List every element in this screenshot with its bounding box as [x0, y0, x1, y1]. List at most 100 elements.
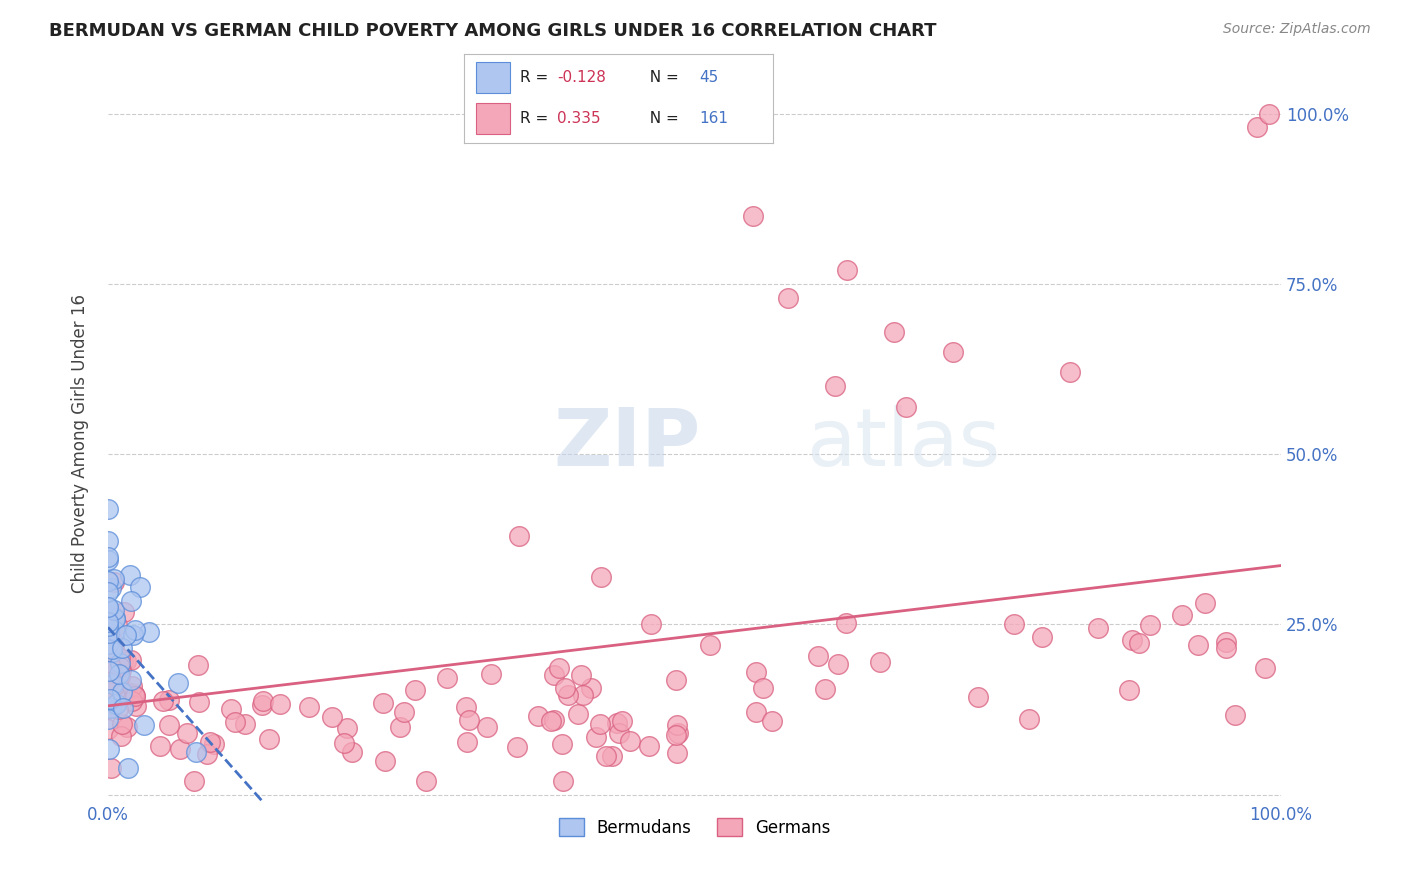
Point — [97, 679, 120, 693]
Text: 161: 161 — [699, 112, 728, 126]
Point — [269, 698, 291, 712]
Point — [436, 671, 458, 685]
Text: N =: N = — [640, 70, 683, 85]
Text: -0.128: -0.128 — [557, 70, 606, 85]
Point — [609, 726, 631, 740]
Point — [107, 665, 129, 679]
Point — [98, 695, 121, 709]
Point — [1253, 660, 1275, 674]
Point — [98, 657, 121, 671]
Point — [101, 645, 124, 659]
Point — [97, 585, 120, 599]
Point — [176, 726, 198, 740]
Point — [97, 602, 120, 616]
Text: 45: 45 — [699, 70, 718, 85]
Point — [371, 696, 394, 710]
Point — [579, 681, 602, 695]
Point — [1258, 106, 1281, 120]
Point — [257, 731, 280, 746]
Point — [195, 747, 218, 761]
Point — [475, 720, 498, 734]
Point — [1187, 639, 1209, 653]
Point — [404, 682, 426, 697]
Point — [98, 665, 121, 680]
Point — [100, 581, 122, 595]
Point — [97, 667, 120, 681]
Point — [111, 717, 134, 731]
Point — [97, 533, 120, 548]
Point — [157, 692, 180, 706]
Point — [1118, 683, 1140, 698]
Point — [110, 659, 132, 673]
Point — [188, 695, 211, 709]
Point — [571, 688, 593, 702]
Point — [1215, 634, 1237, 648]
Point — [105, 618, 128, 632]
Point — [1225, 708, 1247, 723]
Point — [640, 616, 662, 631]
Point — [112, 606, 135, 620]
Point — [699, 638, 721, 652]
Point — [97, 722, 120, 736]
Text: R =: R = — [520, 70, 553, 85]
Point — [778, 291, 800, 305]
Point — [97, 615, 120, 630]
Point — [297, 700, 319, 714]
Point — [120, 673, 142, 687]
Point — [458, 713, 481, 727]
Point — [157, 717, 180, 731]
Point — [807, 648, 830, 663]
Point — [100, 627, 122, 641]
Point — [1215, 640, 1237, 655]
Point — [752, 681, 775, 695]
Point — [120, 686, 142, 700]
Point — [388, 720, 411, 734]
Point — [374, 754, 396, 768]
Point — [149, 739, 172, 753]
Point — [122, 628, 145, 642]
Point — [97, 675, 120, 690]
Point — [1121, 633, 1143, 648]
Point — [103, 603, 125, 617]
Point — [745, 665, 768, 679]
Point — [183, 774, 205, 789]
Point — [415, 774, 437, 789]
Y-axis label: Child Poverty Among Girls Under 16: Child Poverty Among Girls Under 16 — [72, 294, 89, 593]
Point — [115, 628, 138, 642]
Point — [610, 714, 633, 728]
Point — [1018, 712, 1040, 726]
Point — [340, 745, 363, 759]
Point — [761, 714, 783, 729]
Point — [97, 601, 120, 615]
Point — [100, 607, 122, 621]
Text: R =: R = — [520, 112, 553, 126]
Point — [97, 637, 120, 651]
Point — [894, 400, 917, 414]
Point — [202, 738, 225, 752]
Point — [104, 678, 127, 692]
Point — [124, 689, 146, 703]
Point — [665, 728, 688, 742]
Point — [97, 741, 120, 756]
Point — [122, 688, 145, 702]
Point — [117, 761, 139, 775]
Point — [107, 667, 129, 681]
Point — [100, 678, 122, 692]
Point — [98, 690, 121, 705]
Point — [98, 667, 121, 681]
Point — [824, 379, 846, 393]
Text: N =: N = — [640, 112, 683, 126]
Point — [548, 661, 571, 675]
Point — [187, 657, 209, 672]
Point — [97, 550, 120, 565]
Point — [184, 745, 207, 759]
Point — [97, 665, 120, 679]
Point — [1246, 120, 1268, 135]
Point — [1002, 617, 1025, 632]
Text: Source: ZipAtlas.com: Source: ZipAtlas.com — [1223, 22, 1371, 37]
Point — [333, 736, 356, 750]
Point — [742, 209, 765, 223]
Point — [97, 643, 120, 657]
Point — [115, 720, 138, 734]
Point — [111, 641, 134, 656]
